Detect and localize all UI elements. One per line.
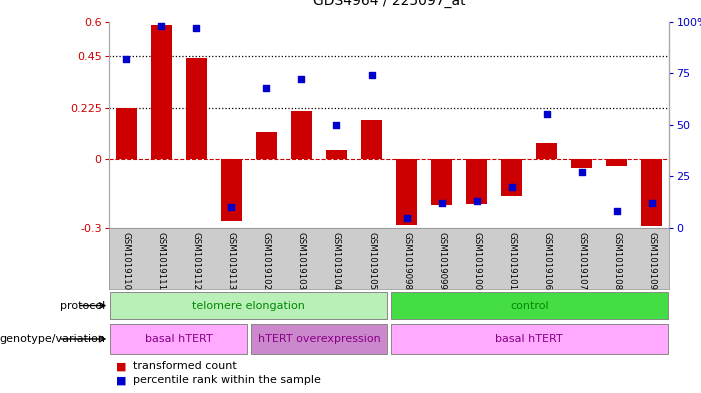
Text: GSM1019113: GSM1019113 (227, 232, 236, 290)
Text: GSM1019106: GSM1019106 (543, 232, 551, 290)
Point (121, 55, 132, 62)
Point (646, 200, 658, 206)
Text: GSM1019104: GSM1019104 (332, 232, 341, 290)
Text: GSM1019112: GSM1019112 (192, 232, 200, 290)
Point (331, 121, 342, 128)
Bar (361, 120, 382, 159)
Text: genotype/variation: genotype/variation (0, 334, 105, 344)
Bar (501, 159, 522, 196)
Text: GSM1019107: GSM1019107 (578, 232, 586, 290)
Point (401, 215, 412, 221)
Point (436, 200, 447, 206)
Text: GSM1019108: GSM1019108 (613, 232, 621, 290)
Text: ■: ■ (116, 375, 126, 385)
Point (471, 198, 482, 204)
Point (366, 72, 377, 78)
Text: basal hTERT: basal hTERT (145, 334, 212, 344)
Bar (641, 159, 662, 226)
Point (261, 84, 272, 91)
Text: GSM1019099: GSM1019099 (437, 232, 446, 290)
Bar (571, 159, 592, 168)
Bar (151, 25, 172, 159)
Text: protocol: protocol (60, 301, 105, 310)
Point (296, 76, 307, 83)
Text: GSM1019103: GSM1019103 (297, 232, 306, 290)
Text: percentile rank within the sample: percentile rank within the sample (133, 375, 321, 385)
Bar (536, 143, 557, 159)
Bar (606, 159, 627, 166)
Point (611, 208, 622, 215)
Bar (431, 159, 452, 205)
Text: GSM1019105: GSM1019105 (367, 232, 376, 290)
Text: GSM1019100: GSM1019100 (472, 232, 481, 290)
Bar (111, 292, 387, 319)
Text: hTERT overexpression: hTERT overexpression (257, 334, 381, 344)
Text: GSM1019101: GSM1019101 (508, 232, 516, 290)
Bar (186, 58, 207, 159)
Text: telomere elongation: telomere elongation (192, 301, 306, 310)
Point (226, 204, 237, 211)
Text: GSM1019110: GSM1019110 (122, 232, 130, 290)
Bar (111, 323, 247, 354)
Bar (391, 323, 667, 354)
Bar (326, 150, 347, 159)
Bar (116, 108, 137, 159)
Text: GSM1019109: GSM1019109 (648, 232, 656, 290)
Text: control: control (510, 301, 549, 310)
Text: GSM1019111: GSM1019111 (157, 232, 165, 290)
Text: GSM1019098: GSM1019098 (402, 232, 411, 290)
Bar (221, 159, 242, 221)
Text: transformed count: transformed count (133, 362, 237, 371)
Bar (391, 292, 667, 319)
Bar (466, 159, 487, 204)
Text: GDS4964 / 225097_at: GDS4964 / 225097_at (313, 0, 465, 8)
Bar (291, 111, 312, 159)
Point (541, 111, 552, 118)
Bar (396, 159, 417, 224)
Point (156, 22, 167, 29)
Text: GSM1019102: GSM1019102 (262, 232, 271, 290)
Bar (251, 323, 387, 354)
Point (191, 25, 202, 31)
Bar (256, 132, 277, 159)
Point (506, 184, 517, 190)
Text: basal hTERT: basal hTERT (496, 334, 563, 344)
Text: ■: ■ (116, 362, 126, 371)
Point (576, 169, 587, 175)
